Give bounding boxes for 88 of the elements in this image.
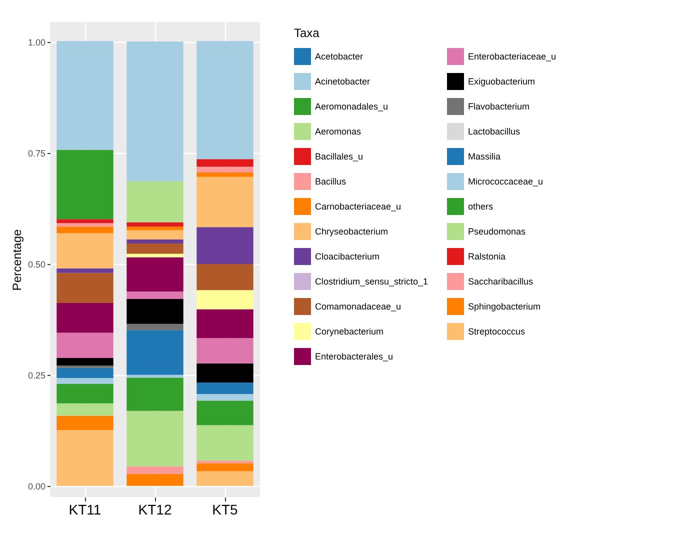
bar: [126, 42, 184, 182]
bar: [196, 425, 254, 461]
legend-label: Ralstonia: [468, 252, 506, 262]
bar: [56, 416, 114, 430]
legend-label: Flavobacterium: [468, 102, 530, 112]
bar: [56, 384, 114, 404]
bar: [126, 254, 184, 258]
bar: [196, 172, 254, 177]
bar: [56, 272, 114, 304]
legend-label: Streptococcus: [468, 326, 526, 336]
bar: [56, 219, 114, 224]
bar: [56, 368, 114, 378]
bar: [196, 363, 254, 382]
bar: [196, 338, 254, 364]
bar: [56, 378, 114, 384]
legend-title: Taxa: [294, 26, 320, 40]
legend-label: Micrococcaceae_u: [468, 176, 544, 186]
legend-label: Chryseobacterium: [315, 226, 388, 236]
bar: [56, 41, 114, 150]
bar: [196, 463, 254, 472]
legend-label: Clostridium_sensu_stricto_1: [315, 276, 428, 286]
bar: [126, 330, 184, 375]
y-tick-label: 0.25: [28, 370, 46, 380]
legend-label: Carnobacteriaceae_u: [315, 202, 402, 212]
bar: [196, 41, 254, 160]
bar: [56, 226, 114, 234]
bar: [196, 471, 254, 486]
legend-label: Sphingobacterium: [468, 302, 541, 312]
legend-label: Cloacibacterium: [315, 252, 380, 262]
bar: [126, 257, 184, 292]
bar: [196, 309, 254, 338]
bar: [196, 394, 254, 401]
bar: [126, 410, 184, 466]
legend-label: Exiguobacterium: [468, 76, 536, 86]
legend-label: Enterobacterales_u: [315, 352, 394, 362]
bar: [196, 166, 254, 172]
bar: [126, 374, 184, 378]
y-tick-label: 0.50: [28, 259, 46, 270]
legend-label: Aeromonadales_u: [315, 102, 388, 112]
bar: [56, 332, 114, 358]
legend-label: Saccharibacillus: [468, 276, 534, 286]
bar: [56, 303, 114, 333]
legend-label: others: [468, 202, 494, 212]
bar: [126, 474, 184, 486]
bar: [126, 226, 184, 230]
y-tick-label: 0.75: [28, 148, 46, 158]
bar: [126, 324, 184, 330]
bar: [56, 430, 114, 486]
bar: [126, 240, 184, 244]
legend-label: Enterobacteriaceae_u: [468, 52, 556, 62]
legend-label: Aeromonas: [315, 126, 362, 136]
bar: [126, 291, 184, 300]
bar: [56, 150, 114, 220]
bar: [196, 264, 254, 290]
legend-label: Acinetobacter: [315, 76, 370, 86]
bar: [196, 382, 254, 394]
bar: [56, 403, 114, 416]
bar: [56, 268, 114, 273]
legend-label: Comamonadaceae_u: [315, 302, 402, 312]
bar: [126, 181, 184, 222]
bar: [196, 176, 254, 228]
bar: [196, 400, 254, 426]
x-tick-label: KT5: [212, 502, 238, 518]
bar: [126, 230, 184, 240]
x-tick-label: KT12: [138, 502, 172, 518]
y-axis-title: Percentage: [10, 228, 24, 291]
bar: [196, 159, 254, 167]
bar: [56, 233, 114, 268]
bar: [196, 290, 254, 310]
bar: [56, 358, 114, 366]
legend-label: Bacillales_u: [315, 152, 364, 162]
bar: [126, 299, 184, 324]
y-tick-label: 0.00: [28, 481, 46, 492]
bar: [126, 222, 184, 227]
bar: [126, 466, 184, 474]
bar: [196, 227, 254, 264]
legend-label: Massilia: [468, 152, 501, 162]
legend-label: Acetobacter: [315, 52, 364, 62]
legend-label: Lactobacillus: [468, 126, 521, 136]
bar: [56, 223, 114, 227]
x-tick-label: KT11: [68, 502, 102, 518]
bar: [126, 244, 184, 254]
legend-label: Corynebacterium: [315, 326, 384, 336]
legend-label: Pseudomonas: [468, 226, 526, 236]
bar: [126, 378, 184, 411]
legend-label: Bacillus: [315, 176, 347, 186]
bar: [196, 460, 254, 464]
y-tick-label: 1.00: [28, 37, 46, 48]
